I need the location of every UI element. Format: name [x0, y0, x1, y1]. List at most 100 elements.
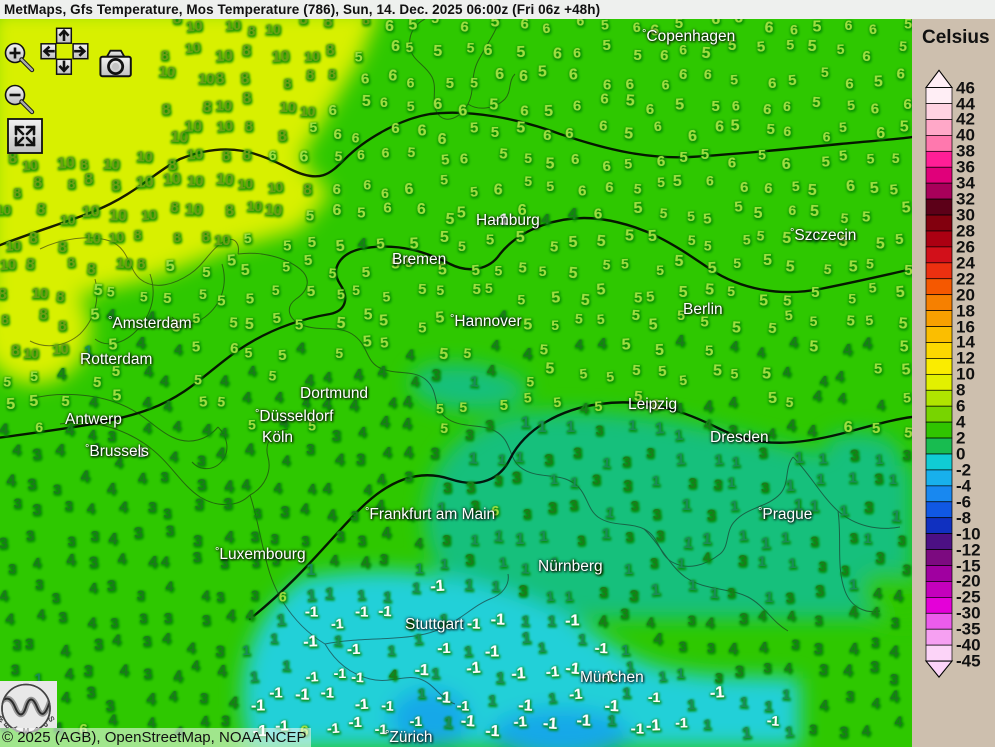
svg-text:6: 6: [868, 21, 877, 38]
svg-text:6: 6: [593, 205, 602, 222]
svg-text:1: 1: [765, 589, 774, 606]
svg-text:5: 5: [523, 389, 532, 406]
svg-text:3: 3: [707, 639, 715, 655]
svg-text:1: 1: [516, 531, 525, 548]
svg-text:1: 1: [875, 451, 884, 467]
svg-text:5: 5: [440, 229, 449, 246]
svg-text:5: 5: [446, 75, 455, 92]
svg-text:4: 4: [353, 367, 363, 385]
svg-text:8: 8: [36, 201, 46, 219]
svg-text:5: 5: [821, 153, 830, 170]
svg-text:4: 4: [37, 606, 46, 622]
svg-text:3: 3: [688, 612, 696, 628]
svg-text:1: 1: [782, 686, 791, 702]
svg-text:1: 1: [471, 531, 480, 547]
svg-text:6: 6: [391, 120, 400, 137]
svg-text:5: 5: [364, 306, 373, 323]
svg-text:3: 3: [791, 636, 800, 652]
svg-text:-1: -1: [485, 643, 499, 660]
svg-text:5: 5: [904, 262, 912, 279]
svg-text:3: 3: [707, 507, 716, 524]
svg-text:5: 5: [876, 235, 885, 252]
svg-text:1: 1: [703, 716, 711, 732]
svg-text:3: 3: [65, 497, 74, 513]
svg-text:10: 10: [225, 19, 241, 33]
svg-text:10: 10: [184, 201, 202, 219]
svg-text:4: 4: [163, 398, 172, 414]
svg-text:5: 5: [786, 37, 794, 53]
svg-text:3: 3: [902, 561, 912, 579]
svg-text:4: 4: [820, 697, 829, 714]
svg-text:5: 5: [656, 262, 664, 278]
svg-text:6: 6: [388, 67, 398, 85]
svg-text:5: 5: [199, 286, 207, 302]
svg-text:5: 5: [29, 393, 39, 410]
svg-text:4: 4: [148, 554, 158, 571]
svg-text:6: 6: [660, 47, 669, 64]
svg-text:5: 5: [846, 97, 855, 114]
svg-text:5: 5: [436, 282, 444, 298]
svg-text:5: 5: [687, 232, 696, 248]
svg-text:5: 5: [901, 361, 911, 379]
svg-text:8: 8: [247, 22, 256, 38]
svg-text:4: 4: [143, 419, 152, 436]
svg-text:3: 3: [630, 497, 639, 513]
svg-text:3: 3: [849, 529, 858, 546]
svg-text:5: 5: [900, 118, 909, 135]
svg-text:5: 5: [539, 341, 548, 358]
svg-text:5: 5: [445, 211, 455, 228]
svg-text:4: 4: [192, 657, 200, 673]
svg-text:5: 5: [743, 231, 752, 247]
svg-text:6: 6: [381, 185, 390, 201]
svg-text:5: 5: [633, 180, 642, 197]
svg-text:3: 3: [107, 578, 117, 595]
svg-text:8: 8: [215, 70, 225, 88]
svg-text:6: 6: [656, 153, 665, 170]
svg-text:4: 4: [32, 554, 41, 571]
svg-text:5: 5: [245, 316, 255, 333]
svg-text:10: 10: [162, 171, 181, 189]
svg-text:3: 3: [94, 637, 103, 654]
svg-text:3: 3: [133, 525, 143, 543]
svg-text:5: 5: [246, 290, 255, 307]
svg-text:3: 3: [678, 638, 687, 654]
svg-text:5: 5: [466, 40, 474, 56]
svg-text:10: 10: [0, 202, 11, 218]
svg-text:4: 4: [323, 369, 332, 385]
svg-text:10: 10: [56, 155, 75, 173]
svg-text:10: 10: [108, 228, 125, 245]
svg-text:4: 4: [730, 337, 739, 354]
svg-text:5: 5: [524, 173, 533, 189]
svg-text:1: 1: [864, 530, 873, 546]
svg-text:6: 6: [363, 176, 371, 192]
svg-text:3: 3: [221, 712, 230, 729]
svg-text:6: 6: [383, 200, 392, 217]
svg-text:1: 1: [250, 668, 259, 685]
svg-text:4: 4: [871, 694, 880, 710]
svg-text:1: 1: [674, 427, 684, 445]
svg-text:1: 1: [276, 612, 286, 629]
svg-text:4: 4: [87, 500, 95, 516]
svg-text:5: 5: [336, 315, 346, 333]
svg-text:8: 8: [303, 181, 312, 198]
svg-text:3: 3: [714, 669, 723, 686]
svg-text:5: 5: [198, 393, 208, 411]
svg-text:5: 5: [901, 199, 911, 217]
svg-text:3: 3: [569, 497, 579, 515]
svg-text:5: 5: [679, 372, 688, 389]
svg-text:3: 3: [350, 507, 359, 523]
svg-text:5: 5: [621, 336, 631, 353]
svg-text:4: 4: [787, 418, 796, 435]
svg-text:4: 4: [404, 444, 414, 461]
svg-text:1: 1: [521, 612, 531, 630]
svg-text:3: 3: [512, 469, 521, 486]
svg-text:5: 5: [705, 281, 715, 299]
svg-text:5: 5: [463, 345, 472, 362]
svg-text:1: 1: [521, 414, 530, 431]
svg-text:5: 5: [485, 280, 493, 296]
svg-text:5: 5: [763, 252, 772, 269]
svg-text:6: 6: [764, 180, 774, 198]
svg-text:5: 5: [785, 258, 795, 276]
svg-text:6: 6: [845, 19, 853, 33]
svg-text:4: 4: [807, 423, 817, 440]
